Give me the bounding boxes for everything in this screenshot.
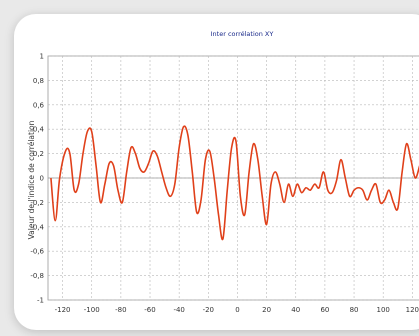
y-tick-label: 0,8 (33, 77, 44, 85)
x-tick-label: -40 (173, 306, 184, 314)
x-tick-label: -100 (84, 306, 100, 314)
y-tick-label: 0,6 (33, 101, 45, 109)
grid (47, 55, 419, 301)
y-tick-label: 0,2 (33, 150, 44, 158)
y-tick-label: -0,8 (30, 272, 44, 280)
series-line (50, 125, 419, 241)
y-tick-label: 1 (40, 53, 44, 61)
x-tick-label: -80 (115, 306, 126, 314)
chart-card: Inter corrélation XY Valeur de l'indice … (14, 14, 419, 330)
x-tick-label: 60 (320, 306, 329, 314)
x-tick-label: 20 (262, 306, 271, 314)
y-tick-label: 0 (40, 175, 44, 183)
y-tick-label: -0,6 (30, 248, 44, 256)
chart-title: Inter corrélation XY (211, 30, 274, 38)
y-tick-label: -0,2 (30, 199, 44, 207)
x-tick-label: 40 (291, 306, 300, 314)
x-tick-label: 80 (350, 306, 359, 314)
y-axis-ticks: 1 0,8 0,6 0,4 0,2 0 -0,2 -0,4 -0,6 -0,8 -1 (30, 53, 44, 305)
x-tick-label: 100 (377, 306, 390, 314)
x-tick-label: -120 (55, 306, 71, 314)
plot-area (50, 125, 419, 241)
y-tick-label: -0,4 (30, 223, 44, 231)
y-tick-label: -1 (37, 297, 44, 305)
x-axis-ticks: -120 -100 -80 -60 -40 -20 0 20 40 60 80 100 120 (55, 306, 419, 314)
x-tick-label: -60 (144, 306, 155, 314)
correlation-chart: Inter corrélation XY Valeur de l'indice … (27, 30, 419, 314)
x-tick-label: 0 (235, 306, 239, 314)
y-tick-label: 0,4 (33, 126, 45, 134)
x-tick-label: -20 (203, 306, 214, 314)
x-tick-label: 120 (406, 306, 419, 314)
y-axis-label: Valeur de l'indice de corrélation (27, 120, 36, 239)
